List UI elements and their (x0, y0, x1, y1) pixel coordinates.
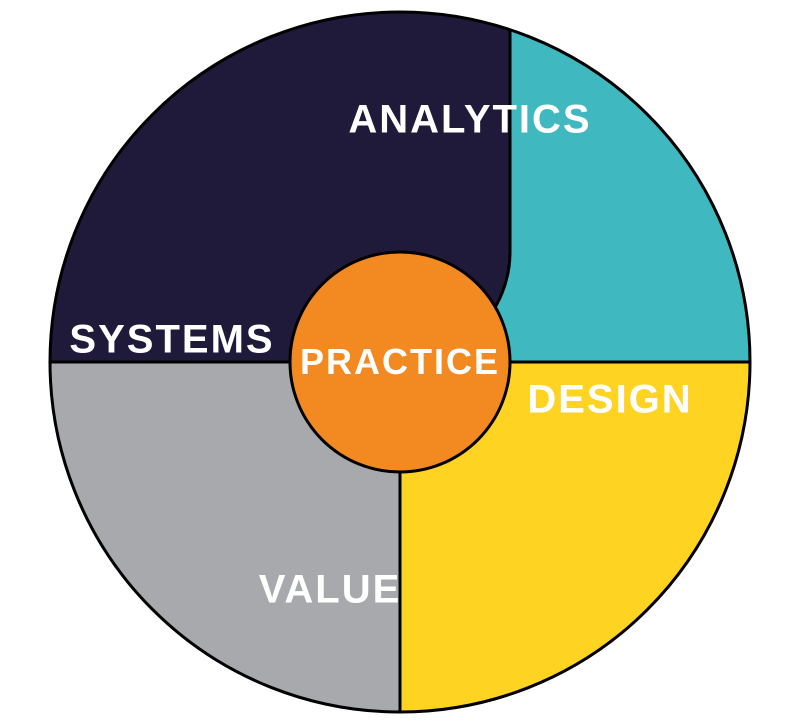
segment-label-value: VALUE (259, 568, 402, 613)
segment-label-design: DESIGN (527, 378, 692, 423)
center-label: PRACTICE (300, 341, 500, 383)
segment-label-analytics: ANALYTICS (348, 98, 591, 143)
pinwheel-diagram: ANALYTICS DESIGN VALUE SYSTEMS PRACTICE (0, 0, 800, 724)
segment-label-systems: SYSTEMS (69, 318, 274, 363)
